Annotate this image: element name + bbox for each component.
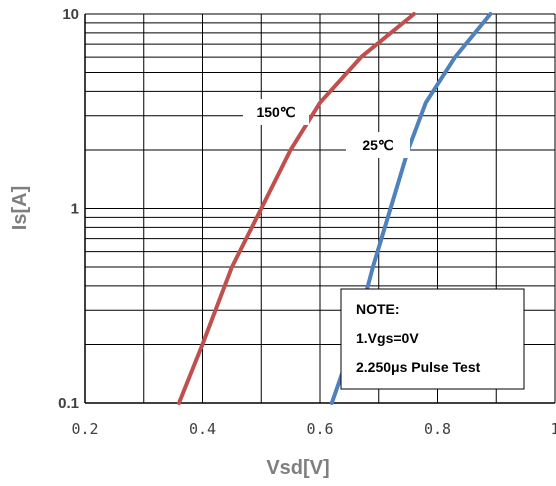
x-tick-label: 1 (550, 420, 556, 438)
x-tick-label: 0.8 (424, 420, 451, 438)
y-tick-label: 0.1 (58, 395, 79, 412)
tick-labels: 0.1 1 10 0.2 0.4 0.6 0.8 1 (58, 6, 556, 438)
series-labels: 150℃ 25℃ (243, 99, 410, 158)
note-box-frame (340, 288, 525, 390)
y-axis-title: Is[A] (9, 186, 31, 230)
x-tick-label: 0.2 (71, 420, 98, 438)
y-tick-label: 1 (71, 201, 79, 218)
x-tick-label: 0.4 (189, 420, 216, 438)
series-line-0 (177, 12, 416, 405)
series-label-bg-1 (346, 132, 410, 158)
x-tick-label: 0.6 (306, 420, 333, 438)
note-line-1: 1.Vgs=0V (356, 330, 419, 346)
grid (84, 13, 556, 404)
series-label-bg-0 (243, 99, 309, 125)
series-label-0: 150℃ (256, 104, 295, 120)
y-tick-label: 10 (62, 6, 79, 23)
series-label-1: 25℃ (362, 137, 394, 153)
note-title: NOTE: (356, 301, 400, 317)
x-axis-title: Vsd[V] (266, 457, 329, 479)
note-line-2: 2.250μs Pulse Test (356, 359, 481, 375)
note-box: NOTE: 1.Vgs=0V 2.250μs Pulse Test (340, 288, 525, 390)
